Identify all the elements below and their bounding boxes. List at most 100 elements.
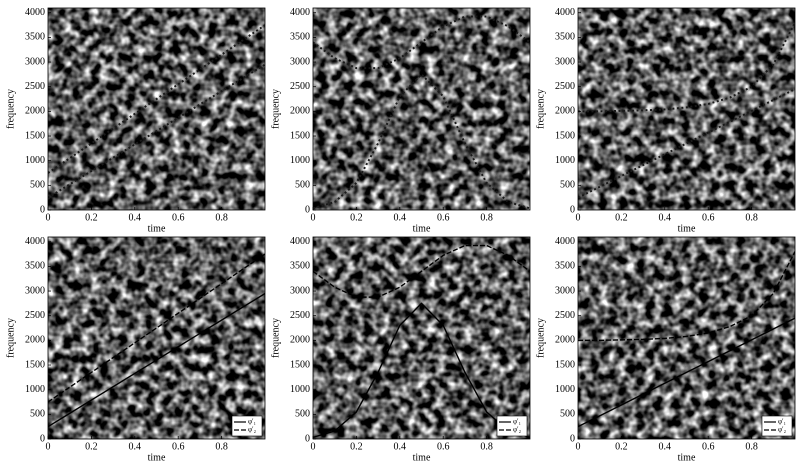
y-tick-label: 500	[560, 409, 575, 420]
axes-frame	[47, 7, 266, 211]
spectrogram	[578, 237, 795, 439]
y-tick-label: 2000	[290, 335, 310, 346]
ridge-line	[48, 292, 265, 428]
y-tick-label: 3000	[25, 285, 45, 296]
y-tick-label: 3000	[555, 56, 575, 67]
x-tick-label: 0.8	[480, 441, 493, 452]
spectrogram	[578, 8, 795, 210]
ridge-line	[578, 317, 795, 428]
legend-box	[231, 415, 263, 437]
y-tick-label: 2500	[555, 310, 575, 321]
ridge-line	[313, 244, 530, 298]
y-tick-label: 3500	[25, 261, 45, 272]
x-tick-label: 0.6	[437, 212, 450, 223]
legend-box	[761, 415, 793, 437]
y-tick-label: 0	[40, 433, 45, 444]
y-tick-label: 3500	[555, 32, 575, 43]
y-tick-label: 2500	[555, 81, 575, 92]
y-tick-label: 0	[40, 204, 45, 215]
x-tick-label: 0.4	[129, 441, 142, 452]
y-tick-label: 1500	[555, 130, 575, 141]
y-tick-label: 500	[30, 180, 45, 191]
x-axis-label: time	[413, 452, 431, 463]
x-tick-label: 0.6	[172, 212, 185, 223]
ridge-line	[313, 15, 530, 70]
y-tick-label: 4000	[555, 7, 575, 18]
y-tick-label: 2000	[25, 106, 45, 117]
y-tick-label: 1500	[25, 359, 45, 370]
axes-frame	[312, 7, 531, 211]
y-tick-label: 2000	[290, 106, 310, 117]
y-tick-label: 2000	[555, 335, 575, 346]
y-tick-label: 2000	[25, 335, 45, 346]
y-axis-label: frequency	[535, 318, 546, 358]
y-tick-label: 0	[305, 204, 310, 215]
y-tick-label: 4000	[290, 236, 310, 247]
y-tick-label: 3500	[25, 32, 45, 43]
x-tick-label: 0.4	[394, 212, 407, 223]
x-tick-label: 0.8	[745, 212, 758, 223]
x-tick-label: 0.6	[702, 441, 715, 452]
spectrogram	[48, 8, 265, 210]
x-tick-label: 0	[46, 441, 51, 452]
x-tick-label: 0.2	[350, 212, 363, 223]
legend-label: φ′₂	[248, 426, 257, 434]
y-tick-label: 4000	[25, 236, 45, 247]
axes-frame	[312, 236, 531, 440]
y-tick-label: 2500	[25, 81, 45, 92]
y-tick-label: 500	[30, 409, 45, 420]
legend-label: φ′₁	[778, 418, 786, 426]
ridge-line	[578, 251, 795, 342]
spectrogram	[313, 237, 530, 439]
y-tick-label: 1500	[25, 130, 45, 141]
y-tick-label: 3500	[290, 261, 310, 272]
ridge-line	[313, 302, 530, 439]
x-tick-label: 0.4	[659, 212, 672, 223]
x-tick-label: 0.2	[350, 441, 363, 452]
y-tick-label: 1000	[290, 384, 310, 395]
x-tick-label: 0	[576, 441, 581, 452]
x-tick-label: 0.8	[215, 441, 228, 452]
x-axis-label: time	[148, 452, 166, 463]
legend-box	[496, 415, 528, 437]
y-tick-label: 500	[560, 180, 575, 191]
y-tick-label: 1000	[25, 384, 45, 395]
x-tick-label: 0.2	[615, 441, 628, 452]
x-tick-label: 0.2	[615, 212, 628, 223]
x-tick-label: 0.2	[85, 441, 98, 452]
y-tick-label: 1500	[290, 359, 310, 370]
y-tick-label: 4000	[290, 7, 310, 18]
x-tick-label: 0.4	[394, 441, 407, 452]
legend-label: φ′₁	[248, 418, 256, 426]
x-tick-label: 0.2	[85, 212, 98, 223]
x-tick-label: 0.6	[702, 212, 715, 223]
x-axis-label: time	[678, 452, 696, 463]
y-tick-label: 500	[295, 180, 310, 191]
x-tick-label: 0.8	[215, 212, 228, 223]
x-tick-label: 0.6	[437, 441, 450, 452]
y-tick-label: 1000	[25, 155, 45, 166]
legend-label: φ′₁	[513, 418, 521, 426]
y-tick-label: 4000	[25, 7, 45, 18]
y-tick-label: 3000	[555, 285, 575, 296]
y-tick-label: 3000	[290, 285, 310, 296]
x-tick-label: 0.8	[745, 441, 758, 452]
y-axis-label: frequency	[5, 89, 16, 129]
y-tick-label: 2500	[290, 310, 310, 321]
y-tick-label: 0	[570, 204, 575, 215]
ridge-line	[48, 63, 265, 199]
y-tick-label: 500	[295, 409, 310, 420]
legend-label: φ′₂	[778, 426, 787, 434]
ridge-line	[48, 253, 265, 403]
x-tick-label: 0	[576, 212, 581, 223]
x-tick-label: 0.6	[172, 441, 185, 452]
y-tick-label: 3500	[555, 261, 575, 272]
x-tick-label: 0	[311, 212, 316, 223]
spectrogram	[48, 237, 265, 439]
x-axis-label: time	[678, 223, 696, 234]
axes-frame	[577, 7, 796, 211]
y-axis-label: frequency	[270, 89, 281, 129]
y-tick-label: 1000	[290, 155, 310, 166]
y-tick-label: 0	[570, 433, 575, 444]
